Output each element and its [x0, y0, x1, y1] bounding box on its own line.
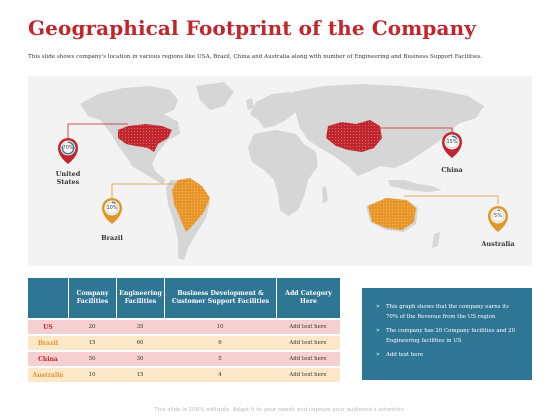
table-row: Brazil 15 60 6 Add text here	[28, 334, 340, 350]
china-percent: 15%	[446, 139, 458, 145]
usa-highlight	[118, 124, 172, 152]
row-region: China	[28, 350, 68, 366]
australia-connector	[404, 195, 499, 204]
facilities-table: Company Facilities Engineering Facilitie…	[28, 278, 340, 382]
us-label-line2: States	[56, 178, 80, 186]
world-map	[58, 82, 508, 260]
brazil-label: Brazil	[101, 234, 123, 242]
australia-pin	[488, 206, 508, 232]
table-header-business: Business Development & Customer Support …	[164, 278, 276, 318]
page-subtitle: This slide shows company's location in v…	[28, 54, 483, 60]
row-business: 10	[164, 318, 276, 334]
brazil-connector	[111, 183, 178, 200]
info-bullets: This graph shows that the company earns …	[376, 302, 522, 360]
table-header-category: Add Category Here	[276, 278, 340, 318]
info-box: This graph shows that the company earns …	[362, 288, 532, 380]
row-region: Australia	[28, 366, 68, 382]
row-engineering: 35	[116, 318, 164, 334]
us-percent: 70%	[62, 145, 74, 151]
china-label: China	[441, 166, 463, 174]
row-engineering: 15	[116, 366, 164, 382]
row-company: 15	[68, 334, 116, 350]
table-header-engineering: Engineering Facilities	[116, 278, 164, 318]
row-engineering: 30	[116, 350, 164, 366]
australia-percent: 5%	[494, 213, 502, 219]
row-category: Add text here	[276, 350, 340, 366]
table-row: China 50 30 5 Add text here	[28, 350, 340, 366]
row-region: Brazil	[28, 334, 68, 350]
row-company: 50	[68, 350, 116, 366]
row-category: Add text here	[276, 334, 340, 350]
brazil-pin	[102, 198, 122, 224]
us-label: United States	[42, 170, 94, 186]
us-label-line1: United	[55, 170, 81, 178]
info-bullet: Add text here	[376, 350, 522, 360]
world-map-panel: 70% 10% 15% 5% United States Brazil Chin…	[28, 76, 532, 266]
row-company: 20	[68, 318, 116, 334]
row-company: 10	[68, 366, 116, 382]
table-header-company: Company Facilities	[68, 278, 116, 318]
facilities-table-wrap: Company Facilities Engineering Facilitie…	[28, 278, 340, 382]
brazil-percent: 10%	[106, 205, 118, 211]
us-connector	[67, 123, 128, 140]
table-row: Australia 10 15 4 Add text here	[28, 366, 340, 382]
row-business: 4	[164, 366, 276, 382]
brazil-highlight	[172, 178, 210, 232]
land-masses	[80, 82, 484, 260]
row-category: Add text here	[276, 366, 340, 382]
row-business: 5	[164, 350, 276, 366]
row-region: US	[28, 318, 68, 334]
china-pin	[442, 132, 462, 158]
row-engineering: 60	[116, 334, 164, 350]
australia-highlight	[368, 198, 416, 230]
info-bullet: This graph shows that the company earns …	[376, 302, 522, 322]
footer-note: This slide is 100% editable. Adapt it to…	[154, 407, 406, 413]
row-category: Add text here	[276, 318, 340, 334]
table-row: US 20 35 10 Add text here	[28, 318, 340, 334]
table-header-row: Company Facilities Engineering Facilitie…	[28, 278, 340, 318]
australia-label: Australia	[481, 240, 515, 248]
page-title: Geographical Footprint of the Company	[28, 16, 476, 40]
us-pin	[58, 138, 78, 164]
table-header-blank	[28, 278, 68, 318]
info-bullet: The company has 20 Company facilities an…	[376, 326, 522, 346]
row-business: 6	[164, 334, 276, 350]
